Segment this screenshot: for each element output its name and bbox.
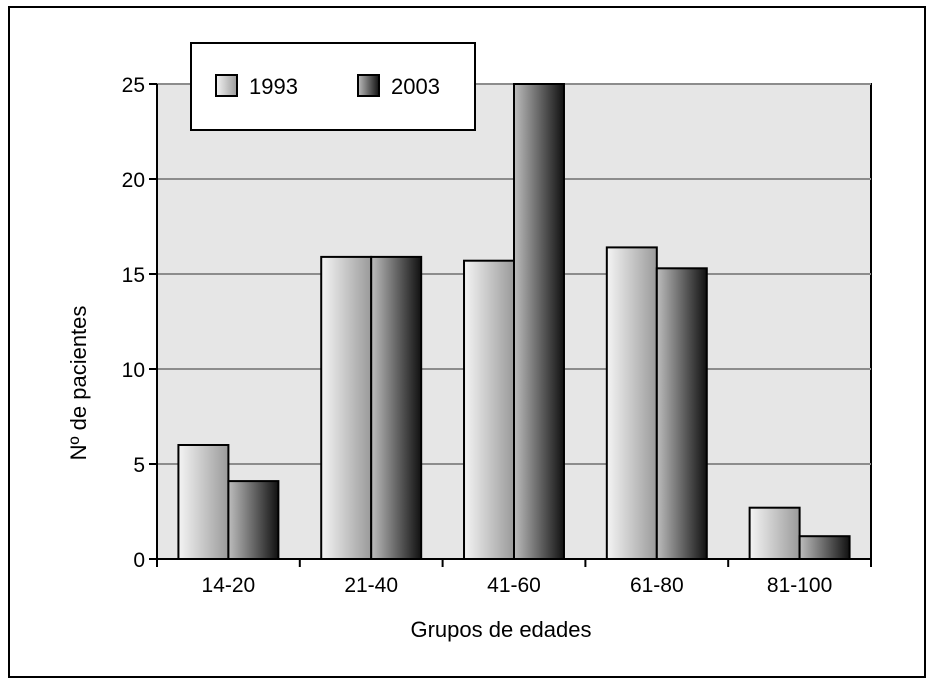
legend-swatch-2003 bbox=[357, 74, 380, 97]
y-tick-label: 10 bbox=[122, 359, 145, 382]
y-tick-labels: 0 5 10 15 20 25 bbox=[122, 74, 145, 572]
y-tick-label: 5 bbox=[133, 454, 145, 477]
x-tick-label: 21-40 bbox=[344, 574, 398, 597]
legend: 1993 2003 bbox=[190, 42, 476, 131]
x-axis-title: Grupos de edades bbox=[410, 617, 591, 642]
legend-box bbox=[190, 42, 476, 131]
x-tick-label: 14-20 bbox=[202, 574, 256, 597]
bar-1993-21-40 bbox=[320, 255, 373, 560]
bars bbox=[177, 83, 851, 561]
x-tick-label: 81-100 bbox=[767, 574, 832, 597]
legend-label-1993: 1993 bbox=[249, 74, 298, 99]
bar-2003-41-60 bbox=[513, 83, 565, 560]
bar-2003-81-100 bbox=[798, 535, 851, 561]
y-tick-label: 25 bbox=[122, 74, 145, 97]
y-axis-title: Nº de pacientes bbox=[66, 306, 91, 461]
x-tick-labels: 14-20 21-40 41-60 61-80 81-100 bbox=[202, 574, 833, 597]
legend-swatch-1993 bbox=[215, 74, 238, 97]
axes bbox=[149, 83, 872, 567]
x-tick-label: 41-60 bbox=[487, 574, 541, 597]
y-tick-label: 0 bbox=[133, 549, 145, 572]
x-tick-label: 61-80 bbox=[630, 574, 684, 597]
bar-2003-61-80 bbox=[655, 267, 708, 560]
y-tick-label: 15 bbox=[122, 264, 145, 287]
bar-2003-21-40 bbox=[370, 255, 423, 560]
legend-label-2003: 2003 bbox=[391, 74, 440, 99]
bar-1993-61-80 bbox=[605, 246, 658, 560]
bar-1993-41-60 bbox=[463, 259, 515, 560]
bar-1993-14-20 bbox=[177, 444, 230, 560]
bar-2003-14-20 bbox=[227, 480, 280, 561]
y-tick-label: 20 bbox=[122, 169, 145, 192]
bar-1993-81-100 bbox=[748, 506, 801, 561]
